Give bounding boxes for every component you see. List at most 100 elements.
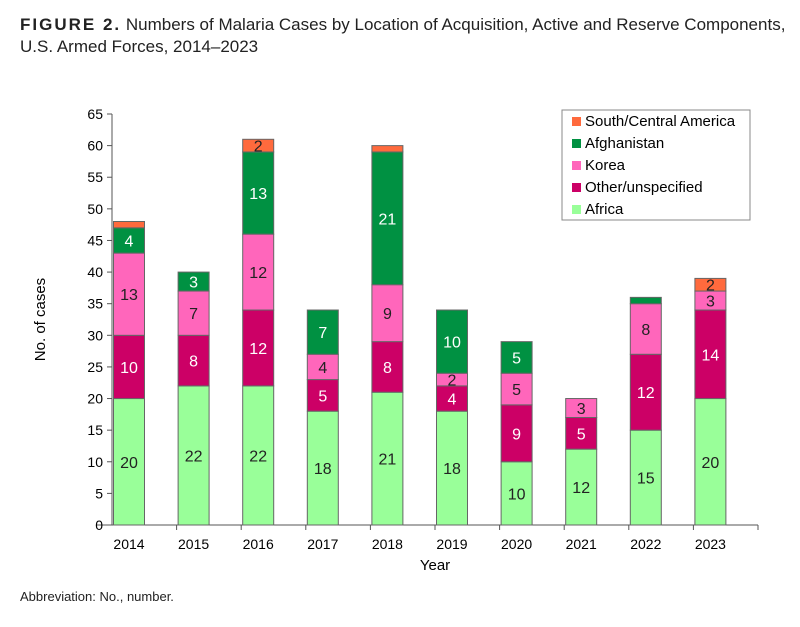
data-label: 7 <box>189 306 198 323</box>
bar-segment-other-unspecified <box>371 341 404 393</box>
y-tick-label: 65 <box>87 106 103 122</box>
bar-segment-korea <box>113 252 145 336</box>
bar-segment-korea <box>306 353 339 381</box>
bar-segment-africa <box>694 398 727 526</box>
y-tick-label: 35 <box>87 296 103 312</box>
data-label: 15 <box>637 471 655 488</box>
x-tick-label: 2014 <box>113 536 144 552</box>
y-tick-label: 50 <box>87 201 103 217</box>
data-label: 20 <box>702 455 720 472</box>
data-label: 18 <box>443 461 461 478</box>
bar-segment-korea <box>177 290 210 336</box>
data-label: 18 <box>314 461 332 478</box>
bar-segment-other-unspecified <box>694 309 727 400</box>
bar-segment-other-unspecified <box>629 353 662 431</box>
data-label: 14 <box>702 347 720 364</box>
bar-segment-south-central-america <box>371 145 404 153</box>
bar-segment-afghanistan <box>436 309 468 374</box>
legend-swatch <box>572 117 581 126</box>
data-label: 3 <box>577 401 586 418</box>
legend-label: South/Central America <box>585 113 736 130</box>
data-label: 13 <box>120 287 138 304</box>
data-label: 4 <box>318 360 327 377</box>
y-tick-label: 40 <box>87 264 103 280</box>
bar-segment-africa <box>113 398 145 526</box>
y-tick-label: 45 <box>87 232 103 248</box>
data-label: 2 <box>254 139 263 156</box>
x-tick-label: 2018 <box>372 536 403 552</box>
legend-label: Korea <box>585 157 626 174</box>
data-label: 4 <box>448 392 457 409</box>
data-label: 4 <box>125 233 134 250</box>
bar-segment-afghanistan <box>177 271 210 292</box>
x-tick-label: 2019 <box>436 536 467 552</box>
bar-segment-korea <box>500 372 533 406</box>
bar-segment-afghanistan <box>500 341 533 374</box>
bar-segment-africa <box>371 391 404 526</box>
data-label: 22 <box>185 448 203 465</box>
bar-segment-south-central-america <box>242 138 275 153</box>
bar-segment-afghanistan <box>242 151 275 235</box>
data-label: 22 <box>249 448 267 465</box>
y-tick-label: 55 <box>87 169 103 185</box>
legend-swatch <box>572 139 581 148</box>
data-label: 8 <box>641 322 650 339</box>
bar-segment-korea <box>242 233 275 311</box>
data-label: 10 <box>508 486 526 503</box>
y-tick-label: 30 <box>87 327 103 343</box>
bar-segment-africa <box>629 429 662 526</box>
bar-segment-afghanistan <box>371 151 404 286</box>
data-label: 3 <box>706 294 715 311</box>
legend-label: Other/unspecified <box>585 179 703 196</box>
data-label: 12 <box>637 385 655 402</box>
data-label: 13 <box>249 186 267 203</box>
data-label: 8 <box>383 360 392 377</box>
legend-label: Africa <box>585 201 624 218</box>
bar-segment-other-unspecified <box>242 309 275 387</box>
figure-title: FIGURE 2. Numbers of Malaria Cases by Lo… <box>20 14 790 58</box>
legend-swatch <box>572 205 581 214</box>
figure-label: FIGURE 2. <box>20 15 122 34</box>
bar-segment-africa <box>306 410 339 526</box>
x-tick-label: 2020 <box>501 536 532 552</box>
data-label: 12 <box>572 480 590 497</box>
x-tick-label: 2017 <box>307 536 338 552</box>
data-label: 9 <box>383 306 392 323</box>
data-label: 12 <box>249 265 267 282</box>
x-tick-label: 2022 <box>630 536 661 552</box>
data-label: 5 <box>512 382 521 399</box>
y-tick-label: 0 <box>95 517 103 533</box>
x-tick-label: 2021 <box>566 536 597 552</box>
bar-segment-korea <box>629 303 662 355</box>
data-label: 12 <box>249 341 267 358</box>
bar-segment-africa <box>242 385 275 526</box>
bar-segment-afghanistan <box>306 309 339 355</box>
data-label: 10 <box>120 360 138 377</box>
bar-segment-korea <box>565 398 598 419</box>
y-tick-label: 5 <box>95 485 103 501</box>
data-label: 21 <box>379 211 397 228</box>
data-label: 9 <box>512 426 521 443</box>
data-label: 20 <box>120 455 138 472</box>
data-label: 2 <box>706 278 715 295</box>
data-label: 5 <box>577 426 586 443</box>
bar-segment-africa <box>177 385 210 526</box>
y-tick-label: 25 <box>87 359 103 375</box>
bar-segment-africa <box>500 461 533 526</box>
data-label: 5 <box>318 388 327 405</box>
y-tick-label: 10 <box>87 454 103 470</box>
bar-segment-afghanistan <box>629 296 662 305</box>
y-tick-label: 60 <box>87 138 103 154</box>
data-label: 8 <box>189 354 198 371</box>
data-label: 7 <box>318 325 327 342</box>
legend-swatch <box>572 161 581 170</box>
bar-segment-south-central-america <box>694 277 727 292</box>
bar-segment-other-unspecified <box>565 417 598 450</box>
data-label: 2 <box>448 373 457 390</box>
x-axis-title: Year <box>420 557 450 574</box>
data-label: 10 <box>443 335 461 352</box>
data-label: 3 <box>189 275 198 292</box>
data-label: 5 <box>512 350 521 367</box>
bar-segment-south-central-america <box>113 220 145 229</box>
